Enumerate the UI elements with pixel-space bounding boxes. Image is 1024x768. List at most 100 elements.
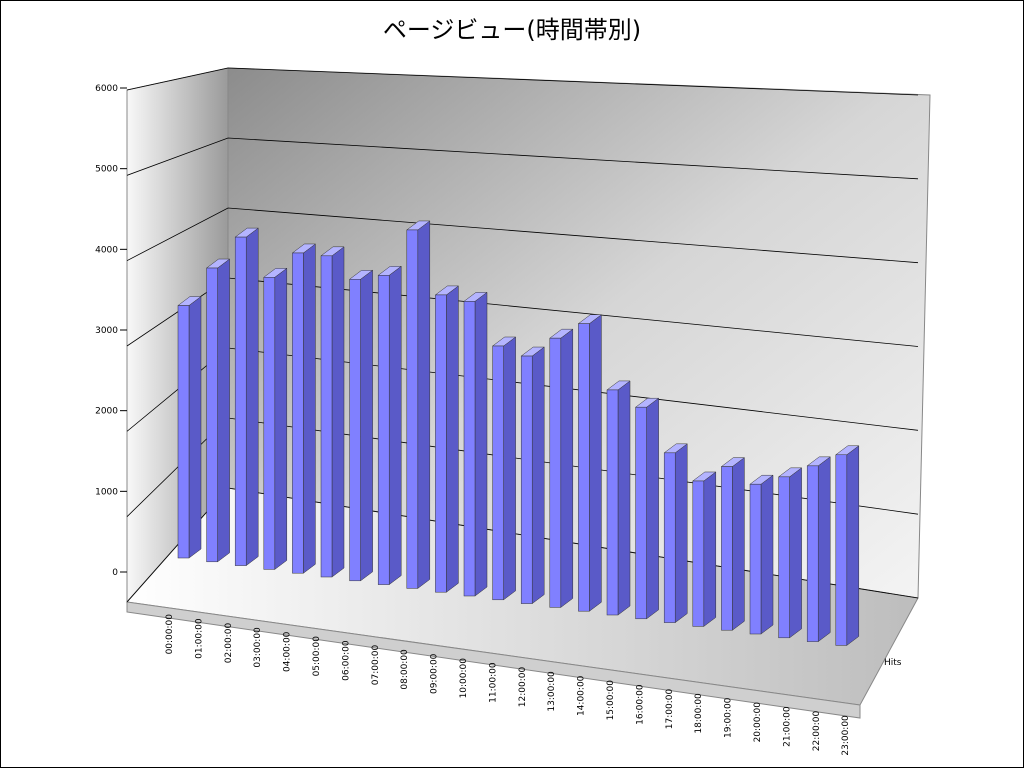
bar-side <box>732 457 745 631</box>
bar <box>406 220 431 589</box>
y-tick-label: 2000 <box>95 407 118 417</box>
bar <box>320 246 345 578</box>
x-tick-label: 19:00:00 <box>724 697 734 738</box>
bar-side <box>760 474 774 635</box>
bar-front <box>635 406 647 620</box>
bar-side <box>245 227 259 567</box>
bar <box>263 267 288 570</box>
bar-front <box>549 337 562 608</box>
bar-side <box>331 246 345 578</box>
bar-front <box>263 277 276 570</box>
bar-front <box>406 229 419 589</box>
bar-side <box>446 285 459 593</box>
bar-side <box>303 243 316 574</box>
bar-front <box>206 267 218 563</box>
bar <box>291 243 317 574</box>
bar-side <box>474 291 488 597</box>
x-tick-label: 17:00:00 <box>665 689 675 730</box>
x-tick-label: 16:00:00 <box>635 684 645 725</box>
bar-front <box>349 279 361 582</box>
bar-side <box>817 456 831 643</box>
bar-front <box>749 483 762 635</box>
x-tick-label: 00:00:00 <box>165 614 175 655</box>
bar <box>234 227 259 567</box>
x-tick-label: 05:00:00 <box>312 636 322 677</box>
x-tick-label: 06:00:00 <box>341 640 351 681</box>
bar <box>749 474 774 635</box>
series-label: Hits <box>884 658 902 668</box>
bar-side <box>417 220 431 589</box>
bar-side <box>188 296 202 559</box>
x-tick-label: 21:00:00 <box>782 706 792 747</box>
bar-side <box>846 445 860 646</box>
bar <box>806 456 831 643</box>
bar <box>434 285 460 593</box>
y-tick-label: 3000 <box>95 326 118 336</box>
bar <box>377 265 402 586</box>
bar-front <box>578 323 590 612</box>
bar <box>520 346 545 605</box>
x-tick-label: 12:00:00 <box>518 667 528 708</box>
grid-line <box>126 67 919 96</box>
bar-front <box>835 454 848 646</box>
bar-front <box>520 355 533 604</box>
bar-side <box>703 471 717 627</box>
bar-front <box>692 480 705 627</box>
bar-front <box>377 275 390 585</box>
y-tick-label: 0 <box>112 568 118 578</box>
bar-side <box>589 314 602 612</box>
bar <box>491 336 517 601</box>
x-tick-label: 03:00:00 <box>253 627 263 668</box>
x-tick-label: 15:00:00 <box>606 680 616 721</box>
bar-side <box>617 380 631 616</box>
bar <box>577 314 603 612</box>
x-tick-label: 11:00:00 <box>488 662 498 703</box>
bar <box>663 443 688 624</box>
bar <box>549 328 574 608</box>
x-tick-label: 22:00:00 <box>812 711 822 752</box>
grid-line <box>126 207 919 264</box>
chart-title: ページビュー(時間帯別) <box>383 16 641 44</box>
bar <box>634 397 660 620</box>
bar-side <box>531 346 545 605</box>
x-tick-label: 07:00:00 <box>371 645 381 686</box>
bar <box>777 467 803 639</box>
bar <box>835 445 860 646</box>
bar-side <box>789 467 802 639</box>
bar <box>606 380 631 616</box>
bar-front <box>492 345 504 601</box>
y-tick-label: 1000 <box>95 487 118 497</box>
x-tick-label: 20:00:00 <box>753 702 763 743</box>
bar-front <box>778 476 790 639</box>
y-tick-label: 6000 <box>95 84 118 94</box>
x-tick-label: 08:00:00 <box>400 649 410 690</box>
bar-front <box>721 466 733 631</box>
bar-side <box>360 269 373 582</box>
x-tick-label: 10:00:00 <box>459 658 469 699</box>
bar-side <box>274 267 288 570</box>
x-tick-label: 18:00:00 <box>694 693 704 734</box>
floor-edge <box>126 601 861 719</box>
bar-front <box>435 294 447 593</box>
bar-front <box>806 465 819 642</box>
bar-front <box>606 389 619 616</box>
bar <box>348 269 374 582</box>
grid-line <box>126 137 919 180</box>
y-tick-label: 4000 <box>95 245 118 255</box>
bar <box>177 296 202 559</box>
bar <box>692 471 717 627</box>
x-tick-label: 04:00:00 <box>283 631 293 672</box>
x-tick-label: 14:00:00 <box>577 675 587 716</box>
bar-front <box>292 252 304 574</box>
x-tick-label: 02:00:00 <box>224 623 234 664</box>
x-tick-label: 01:00:00 <box>194 618 204 659</box>
x-tick-label: 13:00:00 <box>547 671 557 712</box>
bar <box>720 457 746 631</box>
bar-front <box>463 301 476 597</box>
y-tick-label: 5000 <box>95 165 118 175</box>
bar-side <box>503 336 516 601</box>
bar <box>205 258 231 563</box>
bar <box>463 291 488 597</box>
